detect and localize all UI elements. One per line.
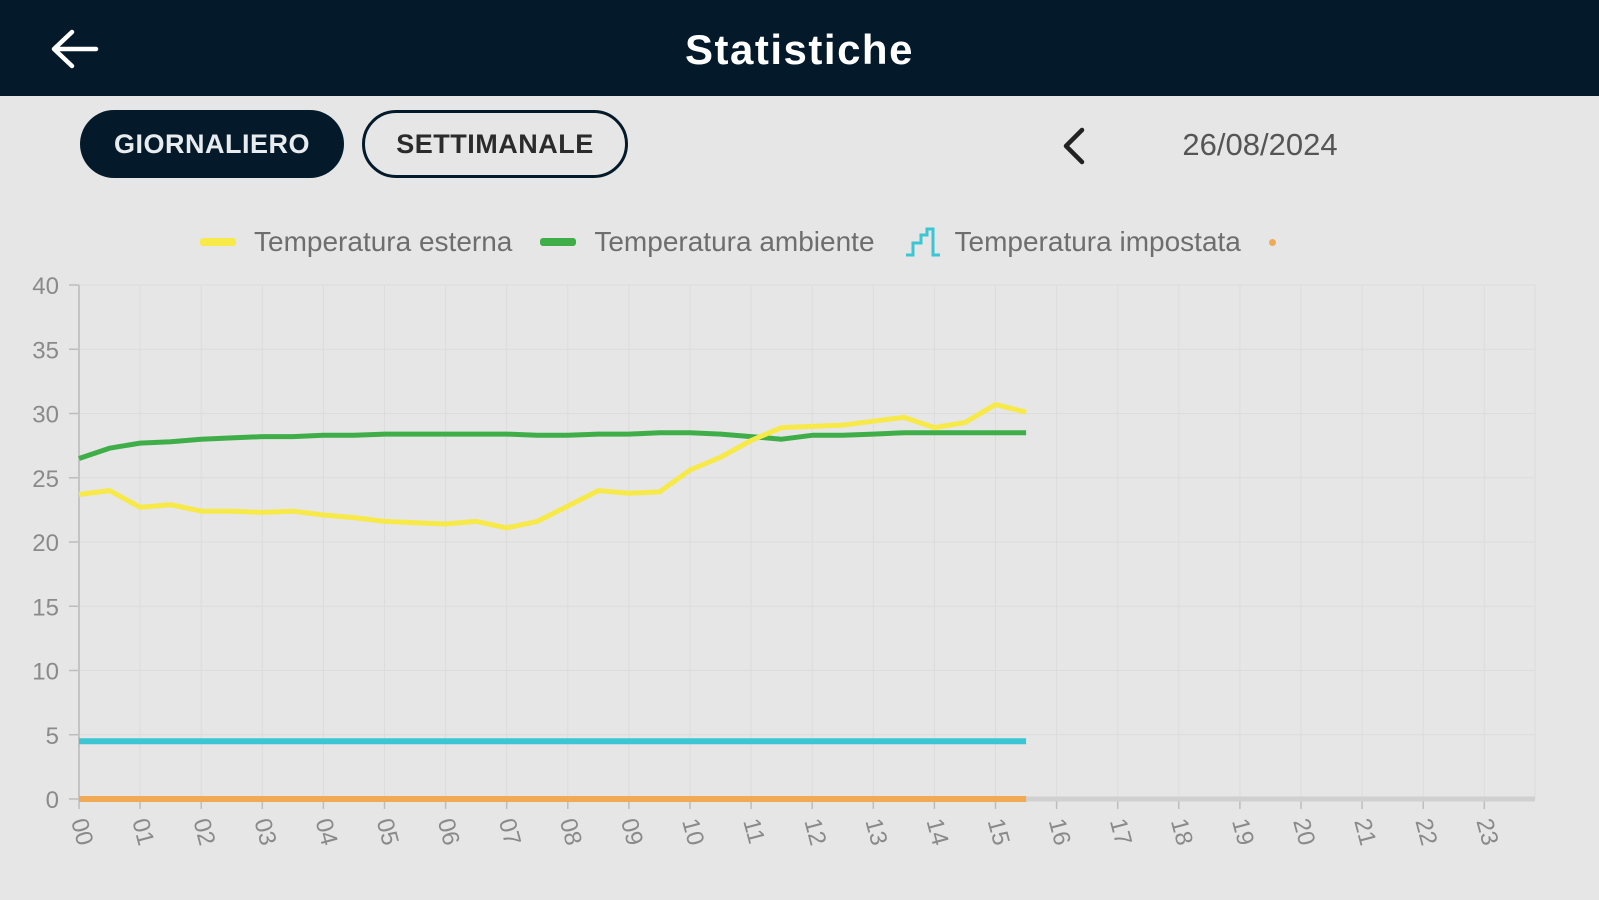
x-tick-label: 05 [371, 816, 404, 849]
x-tick-label: 15 [982, 816, 1015, 849]
legend-item-ambient[interactable]: Temperatura ambiente [540, 226, 875, 258]
series-line [78, 402, 1027, 531]
arrow-left-icon [51, 29, 99, 69]
y-tick-label: 25 [32, 466, 59, 493]
y-tick-label: 30 [32, 402, 59, 429]
orange-dot-icon [1268, 238, 1276, 246]
legend-label: Temperatura impostata [954, 226, 1241, 257]
tab-settimanale[interactable]: SETTIMANALE [362, 110, 628, 178]
y-tick-label: 10 [32, 659, 59, 686]
tab-giornaliero[interactable]: GIORNALIERO [80, 110, 344, 178]
previous-date-button[interactable] [1056, 124, 1092, 168]
legend-item-orange[interactable] [1268, 238, 1276, 246]
line-swatch-icon [200, 238, 236, 246]
x-tick-label: 06 [432, 816, 465, 849]
y-tick-label: 20 [32, 530, 59, 557]
back-button[interactable] [48, 26, 104, 72]
legend-item-setpoint[interactable]: Temperatura impostata [903, 225, 1241, 259]
x-tick-label: 07 [493, 816, 526, 849]
x-tick-label: 11 [737, 816, 770, 847]
x-tick-label: 21 [1348, 816, 1381, 849]
chart-legend: Temperatura esterna Temperatura ambiente… [200, 222, 1304, 262]
x-tick-label: 04 [310, 816, 343, 849]
x-tick-label: 08 [554, 816, 587, 849]
y-tick-label: 40 [32, 273, 59, 300]
x-tick-label: 14 [921, 816, 954, 849]
x-tick-label: 17 [1104, 816, 1137, 849]
line-swatch-icon [540, 238, 577, 246]
x-tick-label: 09 [615, 816, 648, 849]
x-tick-label: 18 [1165, 816, 1198, 849]
x-tick-label: 03 [249, 816, 282, 849]
x-tick-label: 23 [1471, 816, 1504, 849]
step-line-icon [905, 227, 940, 257]
legend-label: Temperatura esterna [254, 226, 513, 257]
top-app-bar [0, 0, 1599, 96]
x-tick-label: 00 [65, 816, 98, 849]
x-tick-label: 12 [798, 816, 831, 849]
y-tick-label: 15 [32, 594, 59, 621]
x-tick-label: 02 [187, 816, 220, 849]
x-tick-label: 10 [676, 816, 709, 849]
y-tick-label: 35 [32, 337, 59, 364]
x-tick-label: 01 [126, 816, 159, 849]
chevron-left-icon [1063, 127, 1085, 165]
x-tick-label: 13 [860, 816, 893, 849]
legend-item-external[interactable]: Temperatura esterna [200, 226, 512, 258]
current-date: 26/08/2024 [1182, 127, 1338, 162]
series-line [78, 430, 1027, 461]
x-tick-label: 19 [1226, 816, 1259, 849]
x-tick-label: 16 [1043, 816, 1076, 849]
y-tick-label: 0 [46, 787, 59, 814]
x-tick-label: 22 [1409, 816, 1442, 849]
y-tick-label: 5 [46, 723, 59, 750]
legend-label: Temperatura ambiente [594, 226, 875, 257]
x-tick-label: 20 [1287, 816, 1320, 849]
